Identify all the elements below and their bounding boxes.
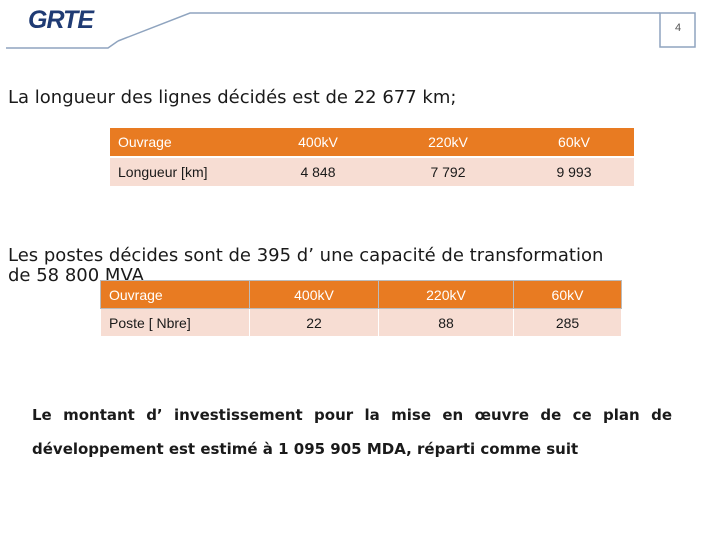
table-cell: 60kV xyxy=(514,128,634,158)
investment-paragraph: Le montant d’ investissement pour la mis… xyxy=(32,406,672,458)
line-length-heading: La longueur des lignes décidés est de 22… xyxy=(8,87,457,108)
table-cell: Longueur [km] xyxy=(110,157,254,186)
substations-heading: Les postes décides sont de 395 d’ une ca… xyxy=(8,245,604,286)
header-frame xyxy=(6,12,696,49)
table-cell: 400kV xyxy=(254,128,382,158)
table-row: Poste [ Nbre] 22 88 285 xyxy=(100,308,622,337)
table-row: Longueur [km] 4 848 7 792 9 993 xyxy=(110,157,634,186)
table-cell: 7 792 xyxy=(382,157,514,186)
table-cell: 4 848 xyxy=(254,157,382,186)
table-cell: 285 xyxy=(513,308,622,337)
table-cell: Poste [ Nbre] xyxy=(100,308,250,337)
table-header-row: Ouvrage 400kV 220kV 60kV xyxy=(100,280,622,309)
page-number: 4 xyxy=(674,22,682,34)
table-cell: 400kV xyxy=(249,280,379,309)
table-cell: 220kV xyxy=(378,280,514,309)
table-cell: Ouvrage xyxy=(110,128,254,158)
table-cell: 22 xyxy=(249,308,379,337)
table-cell: Ouvrage xyxy=(100,280,250,309)
table-cell: 220kV xyxy=(382,128,514,158)
table-header-row: Ouvrage 400kV 220kV 60kV xyxy=(110,128,634,158)
substations-table: Ouvrage 400kV 220kV 60kV Poste [ Nbre] 2… xyxy=(100,280,622,337)
table-cell: 60kV xyxy=(513,280,622,309)
table-cell: 88 xyxy=(378,308,514,337)
line-length-table: Ouvrage 400kV 220kV 60kV Longueur [km] 4… xyxy=(110,128,634,186)
table-cell: 9 993 xyxy=(514,157,634,186)
company-logo: GRTE xyxy=(28,6,94,34)
